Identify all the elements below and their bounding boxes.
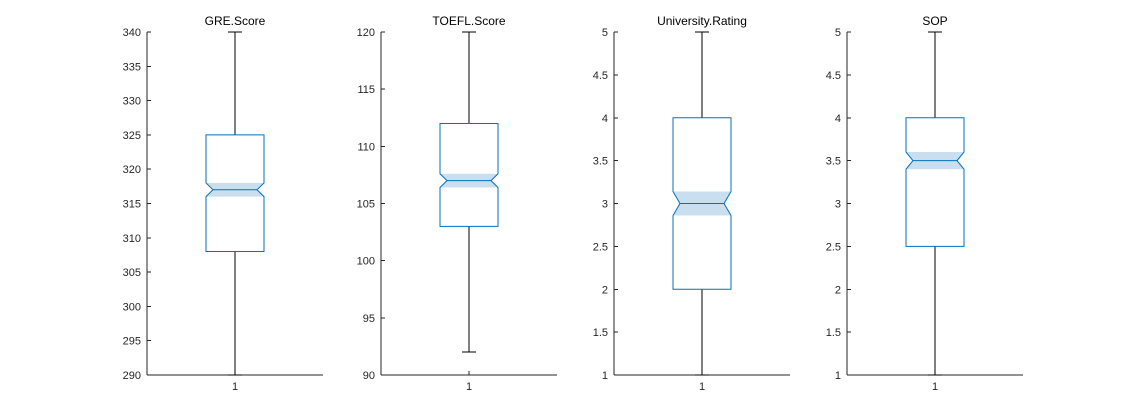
panel-3-y-tick-label: 3.5 [593, 156, 608, 168]
panel-3-y-tick-label: 4.5 [593, 70, 608, 82]
panel-3-box [672, 117, 732, 290]
panel-2-y-tick-label: 110 [357, 141, 375, 153]
panel-1-y-tick-label: 305 [123, 267, 141, 279]
panel-1-title: GRE.Score [205, 14, 266, 28]
panel-2-title: TOEFL.Score [432, 14, 505, 28]
panel-3-y-tick-label: 2 [602, 284, 608, 296]
panel-1-y-tick-label: 295 [123, 336, 141, 348]
panel-4-y-tick-label: 1 [835, 370, 841, 382]
panel-1-x-tick-label: 1 [232, 381, 238, 393]
panel-1-y-tick-label: 320 [123, 164, 141, 176]
panel-1-y-tick-label: 340 [123, 27, 141, 39]
panel-4-y-tick-label: 3 [835, 199, 841, 211]
panel-3-x-tick-label: 1 [699, 381, 705, 393]
panel-1-y-tick-label: 290 [123, 370, 141, 382]
panel-2-y-tick-label: 95 [363, 313, 375, 325]
panel-4-x-tick-label: 1 [932, 381, 938, 393]
panel-1-box [205, 134, 265, 253]
panel-4-y-tick-label: 4 [835, 113, 841, 125]
panel-3-title: University.Rating [657, 14, 747, 28]
panel-1-y-tick-label: 335 [123, 61, 141, 73]
panel-2-y-tick-label: 115 [357, 84, 375, 96]
panel-4-box [905, 117, 965, 247]
panel-3-y-tick-label: 4 [602, 113, 608, 125]
panel-4-y-tick-label: 5 [835, 27, 841, 39]
panel-3-y-tick-label: 1.5 [593, 327, 608, 339]
panel-3-y-tick-label: 3 [602, 199, 608, 211]
panel-4-y-tick-label: 4.5 [826, 70, 841, 82]
panel-1-y-tick-label: 330 [123, 96, 141, 108]
panel-1-y-tick-label: 315 [123, 199, 141, 211]
panel-1-y-tick-label: 300 [123, 301, 141, 313]
panel-4-y-tick-label: 1.5 [826, 327, 841, 339]
panel-4-y-tick-label: 3.5 [826, 156, 841, 168]
panel-2-x-tick-label: 1 [466, 381, 472, 393]
panel-2-y-tick-label: 120 [357, 27, 375, 39]
panel-1-y-tick-label: 310 [123, 233, 141, 245]
panel-3-y-tick-label: 1 [602, 370, 608, 382]
panel-4-title: SOP [922, 14, 947, 28]
panel-2-y-tick-label: 100 [357, 256, 375, 268]
panel-1-y-tick-label: 325 [123, 130, 141, 142]
panel-2-y-tick-label: 90 [363, 370, 375, 382]
panel-4-y-tick-label: 2.5 [826, 241, 841, 253]
panel-3-y-tick-label: 5 [602, 27, 608, 39]
panel-2-y-tick-label: 105 [357, 199, 375, 211]
panel-3-y-tick-label: 2.5 [593, 241, 608, 253]
panel-4-y-tick-label: 2 [835, 284, 841, 296]
panel-2-box [439, 122, 499, 227]
